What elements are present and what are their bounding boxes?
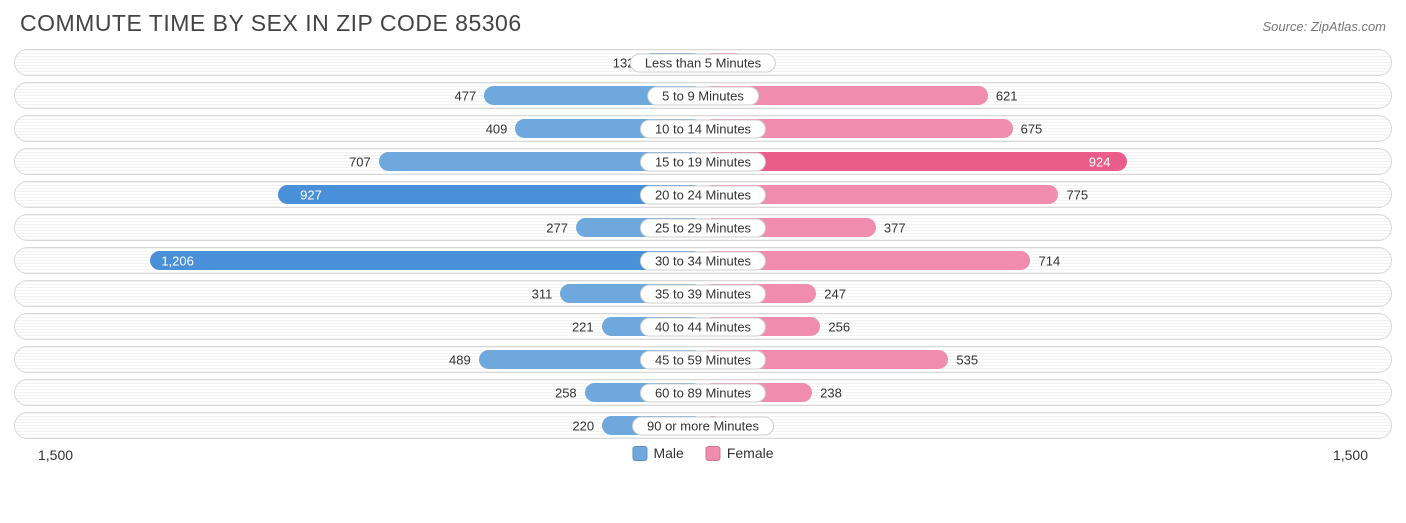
table-row: 311 247 35 to 39 Minutes — [14, 280, 1392, 307]
female-value: 675 — [1021, 121, 1043, 136]
male-value: 221 — [572, 319, 594, 334]
category-label: 35 to 39 Minutes — [640, 284, 766, 303]
male-value: 489 — [449, 352, 471, 367]
category-label: 40 to 44 Minutes — [640, 317, 766, 336]
male-value: 409 — [486, 121, 508, 136]
male-value: 707 — [349, 154, 371, 169]
category-label: 30 to 34 Minutes — [640, 251, 766, 270]
legend-male-label: Male — [653, 445, 683, 461]
male-value: 927 — [300, 187, 322, 202]
table-row: 927 775 20 to 24 Minutes — [14, 181, 1392, 208]
category-label: 90 or more Minutes — [632, 416, 774, 435]
male-swatch-icon — [632, 446, 647, 461]
category-label: 60 to 89 Minutes — [640, 383, 766, 402]
table-row: 477 621 5 to 9 Minutes — [14, 82, 1392, 109]
table-row: 1,206 714 30 to 34 Minutes — [14, 247, 1392, 274]
legend-male: Male — [632, 445, 683, 461]
legend: Male Female — [632, 445, 773, 461]
male-value: 277 — [546, 220, 568, 235]
category-label: 5 to 9 Minutes — [647, 86, 759, 105]
male-value: 1,206 — [161, 253, 194, 268]
female-value: 621 — [996, 88, 1018, 103]
category-label: Less than 5 Minutes — [630, 53, 776, 72]
female-value: 247 — [824, 286, 846, 301]
female-value: 377 — [884, 220, 906, 235]
category-label: 10 to 14 Minutes — [640, 119, 766, 138]
category-label: 20 to 24 Minutes — [640, 185, 766, 204]
table-row: 409 675 10 to 14 Minutes — [14, 115, 1392, 142]
table-row: 2204390 or more Minutes — [14, 412, 1392, 439]
chart-container: Commute Time By Sex in Zip Code 85306 So… — [0, 0, 1406, 523]
source-attribution: Source: ZipAtlas.com — [1262, 19, 1386, 34]
header: Commute Time By Sex in Zip Code 85306 So… — [14, 10, 1392, 47]
female-value: 256 — [828, 319, 850, 334]
table-row: 258 238 60 to 89 Minutes — [14, 379, 1392, 406]
male-value: 311 — [532, 286, 553, 301]
table-row: 13292Less than 5 Minutes — [14, 49, 1392, 76]
male-bar — [150, 251, 703, 270]
table-row: 221 256 40 to 44 Minutes — [14, 313, 1392, 340]
category-label: 45 to 59 Minutes — [640, 350, 766, 369]
table-row: 489 535 45 to 59 Minutes — [14, 346, 1392, 373]
chart-title: Commute Time By Sex in Zip Code 85306 — [20, 10, 522, 37]
chart-rows: 13292Less than 5 Minutes 477 621 5 to 9 Min… — [14, 47, 1392, 439]
female-value: 924 — [1089, 154, 1111, 169]
axis-max-left: 1,500 — [38, 447, 73, 463]
legend-female: Female — [706, 445, 774, 461]
female-value: 775 — [1066, 187, 1088, 202]
female-bar — [703, 152, 1127, 171]
female-value: 238 — [820, 385, 842, 400]
table-row: 277 377 25 to 29 Minutes — [14, 214, 1392, 241]
category-label: 15 to 19 Minutes — [640, 152, 766, 171]
category-label: 25 to 29 Minutes — [640, 218, 766, 237]
male-value: 477 — [455, 88, 477, 103]
female-value: 714 — [1038, 253, 1060, 268]
female-value: 535 — [956, 352, 978, 367]
male-value: 220 — [572, 418, 594, 433]
female-swatch-icon — [706, 446, 721, 461]
legend-female-label: Female — [727, 445, 774, 461]
male-value: 258 — [555, 385, 577, 400]
table-row: 707 924 15 to 19 Minutes — [14, 148, 1392, 175]
axis-max-right: 1,500 — [1333, 447, 1368, 463]
chart-footer: 1,500 Male Female 1,500 — [14, 443, 1392, 473]
